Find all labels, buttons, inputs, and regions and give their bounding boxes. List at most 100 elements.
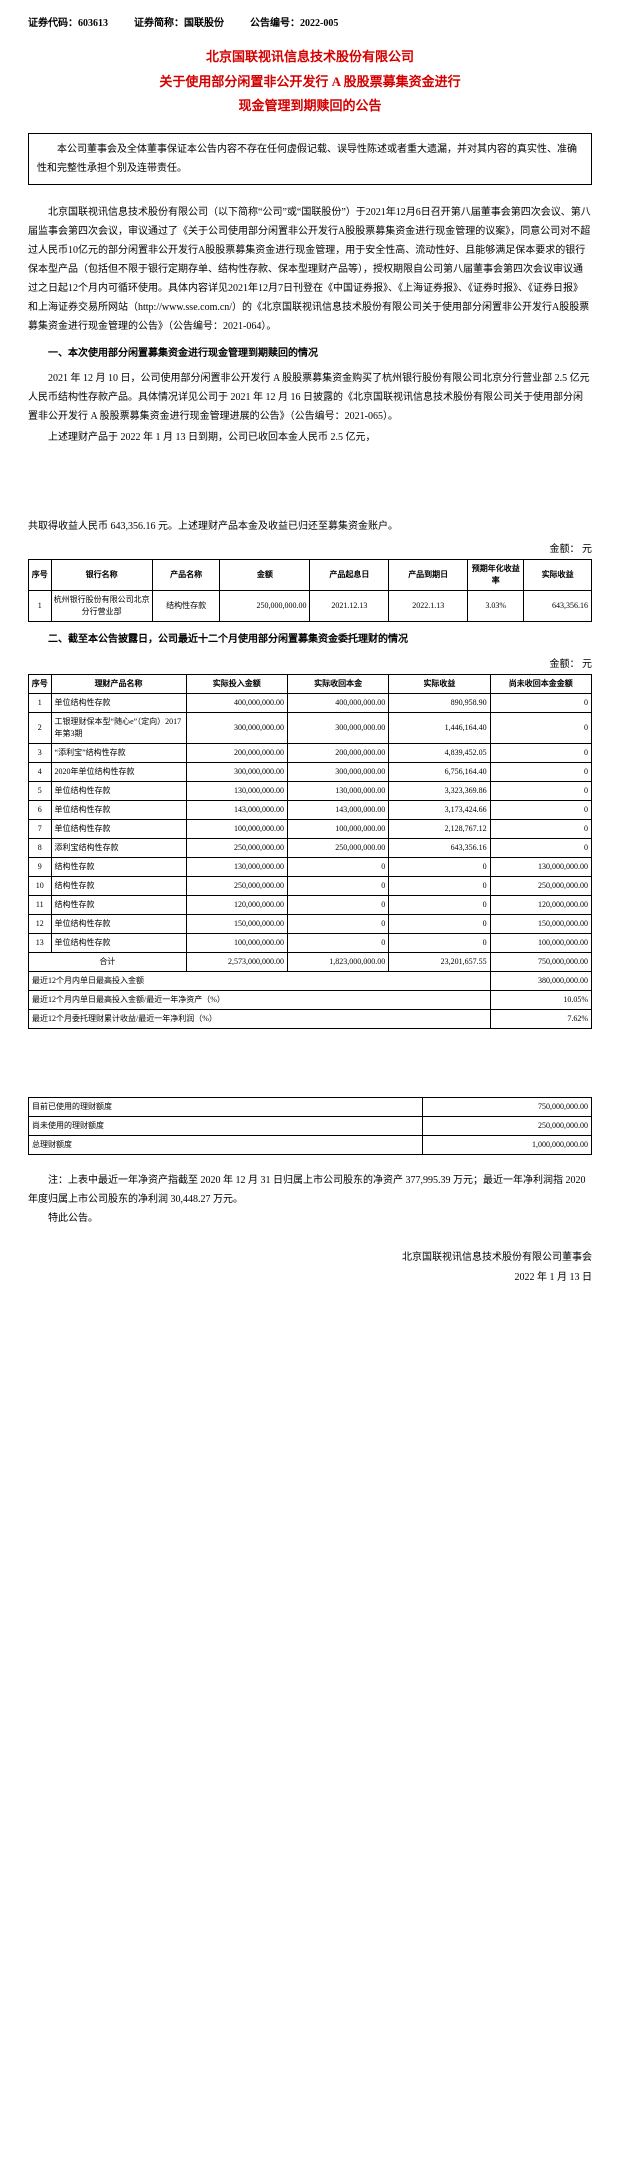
td: 6 <box>29 801 52 820</box>
td: 100,000,000.00 <box>490 934 591 953</box>
td: 2021.12.13 <box>310 591 389 622</box>
td: 1,446,164.40 <box>389 713 490 744</box>
table1-head: 序号 银行名称 产品名称 金额 产品起息日 产品到期日 预期年化收益率 实际收益 <box>29 560 592 591</box>
td: 1,823,000,000.00 <box>287 953 388 972</box>
td: 750,000,000.00 <box>423 1098 592 1117</box>
th: 产品名称 <box>152 560 220 591</box>
table2-row: 8添利宝结构性存款250,000,000.00250,000,000.00643… <box>29 839 592 858</box>
title-line-3: 现金管理到期赎回的公告 <box>28 94 592 119</box>
td: 130,000,000.00 <box>287 782 388 801</box>
title-block: 北京国联视讯信息技术股份有限公司 关于使用部分闲置非公开发行 A 股股票募集资金… <box>28 45 592 119</box>
td: 0 <box>490 820 591 839</box>
code-label: 证券代码： <box>28 18 78 29</box>
section1-head: 一、本次使用部分闲置募集资金进行现金管理到期赎回的情况 <box>28 344 592 363</box>
th: 序号 <box>29 560 52 591</box>
th: 尚未收回本金金额 <box>490 675 591 694</box>
note-p1: 特此公告。 <box>28 1209 592 1228</box>
td: 2020年单位结构性存款 <box>51 763 186 782</box>
td: 0 <box>287 896 388 915</box>
th: 银行名称 <box>51 560 152 591</box>
td: 0 <box>287 915 388 934</box>
td: 150,000,000.00 <box>186 915 287 934</box>
table2-row: 1单位结构性存款400,000,000.00400,000,000.00890,… <box>29 694 592 713</box>
td: 0 <box>389 915 490 934</box>
td: 120,000,000.00 <box>490 896 591 915</box>
td: 643,356.16 <box>524 591 592 622</box>
table2-row: 11结构性存款120,000,000.0000120,000,000.00 <box>29 896 592 915</box>
ann-block: 公告编号：2022-005 <box>250 14 338 29</box>
sign-date: 2022 年 1 月 13 日 <box>28 1268 592 1288</box>
table1-row: 1 杭州银行股份有限公司北京分行营业部 结构性存款 250,000,000.00… <box>29 591 592 622</box>
td: 100,000,000.00 <box>186 934 287 953</box>
td: 0 <box>389 934 490 953</box>
table2-extra: 最近12个月委托理财累计收益/最近一年净利润（%）7.62% <box>29 1010 592 1029</box>
note-p0: 注：上表中最近一年净资产指截至 2020 年 12 月 31 日归属上市公司股东… <box>28 1171 592 1209</box>
td: 250,000,000.00 <box>287 839 388 858</box>
td: 2,573,000,000.00 <box>186 953 287 972</box>
td: 9 <box>29 858 52 877</box>
td: 单位结构性存款 <box>51 934 186 953</box>
table2-row: 42020年单位结构性存款300,000,000.00300,000,000.0… <box>29 763 592 782</box>
td: 单位结构性存款 <box>51 801 186 820</box>
unit2: 金额： 元 <box>28 655 592 670</box>
table2-row: 7单位结构性存款100,000,000.00100,000,000.002,12… <box>29 820 592 839</box>
td: 2022.1.13 <box>389 591 468 622</box>
th: 实际投入金额 <box>186 675 287 694</box>
td: 23,201,657.55 <box>389 953 490 972</box>
unit1: 金额： 元 <box>28 540 592 555</box>
table2-row: 13单位结构性存款100,000,000.0000100,000,000.00 <box>29 934 592 953</box>
td: 150,000,000.00 <box>490 915 591 934</box>
table2-sum: 合计2,573,000,000.001,823,000,000.0023,201… <box>29 953 592 972</box>
td: 结构性存款 <box>51 858 186 877</box>
td: 1 <box>29 694 52 713</box>
td: 143,000,000.00 <box>287 801 388 820</box>
table2-row: 9结构性存款130,000,000.0000130,000,000.00 <box>29 858 592 877</box>
table2-row: 12单位结构性存款150,000,000.0000150,000,000.00 <box>29 915 592 934</box>
table2-row: 6单位结构性存款143,000,000.00143,000,000.003,17… <box>29 801 592 820</box>
td: 0 <box>287 877 388 896</box>
td: 200,000,000.00 <box>186 744 287 763</box>
td: 总理财额度 <box>29 1136 423 1155</box>
th: 产品到期日 <box>389 560 468 591</box>
td: 0 <box>389 858 490 877</box>
td: 添利宝结构性存款 <box>51 839 186 858</box>
td: 130,000,000.00 <box>490 858 591 877</box>
td: 750,000,000.00 <box>490 953 591 972</box>
td: 643,356.16 <box>389 839 490 858</box>
td: 400,000,000.00 <box>186 694 287 713</box>
short-label: 证券简称： <box>134 18 184 29</box>
body3: 共取得收益人民币 643,356.16 元。上述理财产品本金及收益已归还至募集资… <box>28 517 592 536</box>
td: 0 <box>490 763 591 782</box>
th: 实际收益 <box>389 675 490 694</box>
td: 380,000,000.00 <box>490 972 591 991</box>
td: 杭州银行股份有限公司北京分行营业部 <box>51 591 152 622</box>
td: 单位结构性存款 <box>51 915 186 934</box>
td: 3 <box>29 744 52 763</box>
td: 1,000,000,000.00 <box>423 1136 592 1155</box>
td: 目前已使用的理财额度 <box>29 1098 423 1117</box>
td: 0 <box>287 934 388 953</box>
td: 8 <box>29 839 52 858</box>
body1: 北京国联视讯信息技术股份有限公司（以下简称“公司”或“国联股份”）于2021年1… <box>28 203 592 336</box>
td: 4,839,452.05 <box>389 744 490 763</box>
sign-company: 北京国联视讯信息技术股份有限公司董事会 <box>28 1248 592 1268</box>
td: 1 <box>29 591 52 622</box>
th: 序号 <box>29 675 52 694</box>
th: 实际收益 <box>524 560 592 591</box>
td: 最近12个月内单日最高投入金额 <box>29 972 491 991</box>
body3-p0: 共取得收益人民币 643,356.16 元。上述理财产品本金及收益已归还至募集资… <box>28 517 592 536</box>
th: 理财产品名称 <box>51 675 186 694</box>
td: 250,000,000.00 <box>490 877 591 896</box>
td: 单位结构性存款 <box>51 820 186 839</box>
table2-extra: 最近12个月内单日最高投入金额/最近一年净资产（%）10.05% <box>29 991 592 1010</box>
table1: 序号 银行名称 产品名称 金额 产品起息日 产品到期日 预期年化收益率 实际收益… <box>28 559 592 622</box>
table2-row: 5单位结构性存款130,000,000.00130,000,000.003,32… <box>29 782 592 801</box>
td: 结构性存款 <box>152 591 220 622</box>
table2-row: 10结构性存款250,000,000.0000250,000,000.00 <box>29 877 592 896</box>
doc-header: 证券代码：603613 证券简称：国联股份 公告编号：2022-005 <box>28 14 592 29</box>
td: 工银理财保本型“随心e”（定向）2017年第3期 <box>51 713 186 744</box>
td: 0 <box>490 744 591 763</box>
td: 12 <box>29 915 52 934</box>
td: 0 <box>490 713 591 744</box>
td: 0 <box>490 782 591 801</box>
